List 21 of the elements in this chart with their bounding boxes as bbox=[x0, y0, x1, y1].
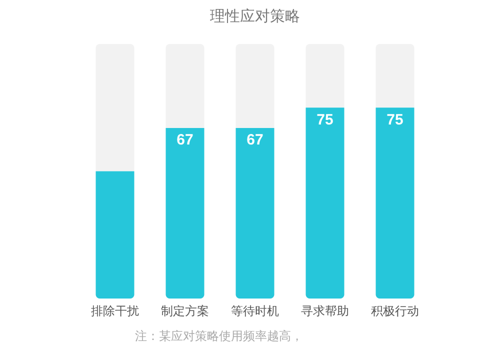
bar bbox=[306, 44, 344, 108]
chart-title: 理性应对策略 bbox=[210, 6, 300, 25]
bar bbox=[96, 171, 134, 299]
bar bbox=[166, 44, 204, 128]
bar bbox=[96, 44, 134, 172]
x-tick-label: 制定方案 bbox=[161, 304, 209, 318]
text: 注：某应对策略使用频率越高， bbox=[135, 328, 303, 345]
data-label: 67 bbox=[246, 132, 264, 149]
bar bbox=[166, 128, 204, 299]
x-tick-label: 等待时机 bbox=[231, 304, 279, 318]
bar bbox=[306, 108, 344, 299]
data-label: 67 bbox=[176, 132, 194, 149]
data-label: 75 bbox=[386, 111, 404, 128]
x-tick-label: 排除干扰 bbox=[91, 304, 139, 318]
bar bbox=[236, 44, 274, 128]
bar bbox=[376, 44, 414, 108]
x-tick-label: 寻求帮助 bbox=[301, 304, 349, 318]
data-label: 75 bbox=[316, 111, 334, 128]
x-tick-label: 积极行动 bbox=[371, 304, 419, 318]
bar bbox=[236, 128, 274, 299]
bar bbox=[376, 108, 414, 299]
